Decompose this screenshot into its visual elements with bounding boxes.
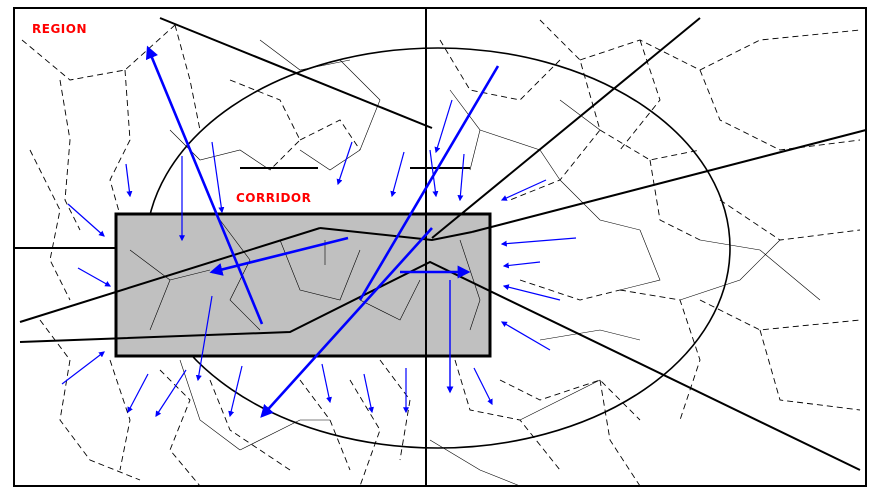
arrow-center-up bbox=[358, 65, 500, 301]
heavy-lines bbox=[14, 8, 867, 486]
corridor-inner-lines bbox=[129, 219, 481, 331]
small-inward-arrows bbox=[61, 99, 577, 418]
corridor-label: CORRIDOR bbox=[236, 191, 312, 205]
corridor-rect bbox=[114, 212, 492, 358]
arrow-corridor-left bbox=[209, 236, 349, 276]
arrow-long-up bbox=[145, 45, 264, 325]
blue-arrows bbox=[61, 45, 577, 418]
arrow-long-diagonal bbox=[260, 227, 433, 418]
region-label: REGION bbox=[32, 22, 87, 36]
